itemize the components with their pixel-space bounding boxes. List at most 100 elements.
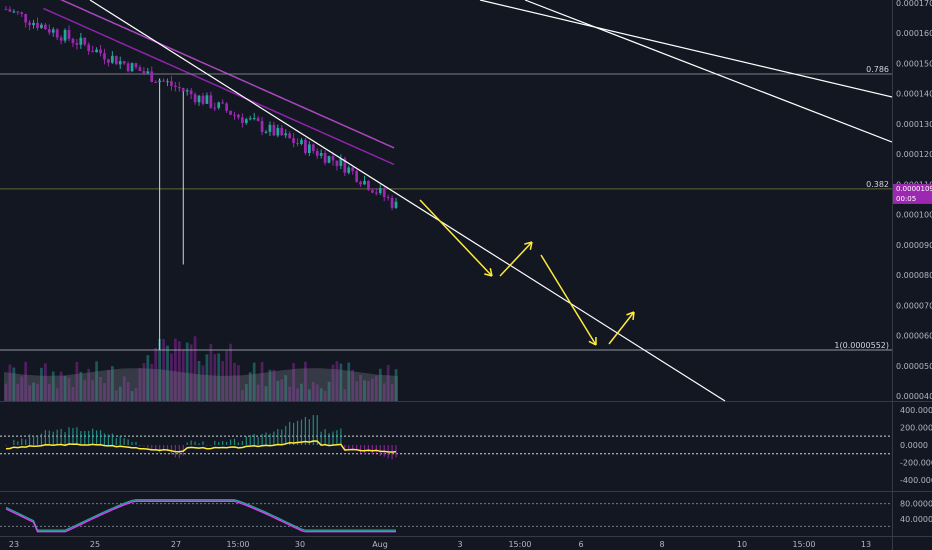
candle-body [87, 44, 91, 52]
candle-body [118, 61, 122, 65]
candle-body [307, 144, 311, 154]
macd-tick-label: -200.0000 [900, 459, 932, 468]
volume-bar [59, 371, 63, 401]
trendline-down[interactable] [89, 0, 726, 402]
volume-bar [280, 379, 284, 401]
volume-bar [244, 384, 248, 401]
candle-body [351, 167, 355, 171]
volume-bar [55, 388, 59, 401]
volume-bar [158, 338, 161, 401]
volume-bar [67, 377, 71, 401]
candle-body [386, 196, 390, 198]
volume-bar [390, 384, 394, 401]
volume-bar [331, 364, 335, 401]
candle-body [288, 133, 292, 139]
volume-bar [146, 355, 150, 401]
volume-bar [12, 367, 16, 401]
volume-bar [154, 347, 158, 401]
volume-bar [323, 390, 327, 401]
candle-body [359, 181, 362, 185]
time-tick-label: 13 [861, 540, 871, 549]
trendline-upper[interactable] [479, 0, 893, 98]
volume-bar [122, 376, 126, 401]
arrow-segment[interactable] [419, 199, 493, 277]
volume-bar [150, 363, 154, 401]
candle-body [189, 90, 193, 95]
candle-body [185, 90, 189, 92]
candle-body [209, 95, 213, 108]
candle-body [20, 12, 24, 14]
volume-bar [103, 383, 106, 401]
volume-bar [229, 343, 232, 401]
candle-body [343, 158, 347, 173]
candle-body [339, 158, 343, 166]
volume-bar [185, 342, 189, 401]
candle-body [205, 95, 209, 104]
candle-body [95, 49, 98, 53]
arrow-segment[interactable] [499, 241, 533, 277]
current-price-tag[interactable] [893, 183, 932, 204]
volume-bar [374, 375, 378, 401]
candle-body [237, 114, 240, 118]
volume-bar [386, 365, 390, 401]
candle-body [300, 139, 303, 144]
candle-body [327, 156, 331, 163]
time-tick-label: 23 [9, 540, 19, 549]
projection-arrows[interactable] [419, 199, 635, 346]
candle-body [114, 55, 118, 65]
volume-bar [110, 366, 114, 401]
candle-body [394, 201, 398, 208]
trendlines[interactable] [89, 0, 893, 402]
volume-bar [107, 370, 110, 401]
macd-tick-label: 200.0000 [900, 423, 932, 432]
arrow-segment[interactable] [540, 254, 597, 346]
arrow-head[interactable] [588, 336, 597, 346]
candle-body [146, 71, 150, 74]
volume-bar [193, 336, 197, 401]
candle-body [36, 22, 39, 29]
candle-body [107, 59, 110, 63]
macd-pane [0, 415, 892, 460]
arrow-segment[interactable] [608, 311, 635, 345]
arrow-head[interactable] [484, 268, 493, 277]
candle-body [201, 95, 205, 104]
candle-body [367, 180, 370, 191]
candle-body [315, 151, 319, 156]
candle-body [12, 11, 16, 13]
trendline-upper-2[interactable] [524, 0, 893, 143]
candle-body [177, 87, 181, 89]
volume-bar [40, 367, 43, 401]
fib-retracement[interactable]: 0.786 0.382 1(0.0000552) [0, 65, 892, 351]
candle-body [371, 190, 374, 193]
candle-body [213, 107, 217, 109]
candle-body [280, 127, 284, 136]
candle-body [241, 117, 244, 123]
time-tick-label: Aug [372, 540, 388, 549]
arrow-head[interactable] [524, 241, 533, 250]
candle-body [142, 71, 146, 74]
volume-bar [71, 387, 75, 401]
time-axis[interactable]: 23 25 27 15:00 30 Aug 3 15:00 6 8 10 15:00 13 [9, 540, 871, 549]
candle-body [335, 160, 339, 166]
candle-body [268, 124, 272, 132]
candle-body [390, 197, 394, 208]
candle-body [331, 156, 335, 161]
time-tick-label: 15:00 [792, 540, 815, 549]
arrow-head[interactable] [626, 311, 635, 321]
volume-bar [201, 365, 205, 401]
volume-bar [47, 383, 51, 401]
candle-body [83, 37, 87, 45]
volume-bar [347, 362, 351, 401]
candle-body [32, 22, 35, 26]
candle-body [79, 37, 83, 45]
volume-bar [327, 381, 331, 401]
candle-body [8, 9, 12, 12]
volume-bar [276, 380, 280, 401]
